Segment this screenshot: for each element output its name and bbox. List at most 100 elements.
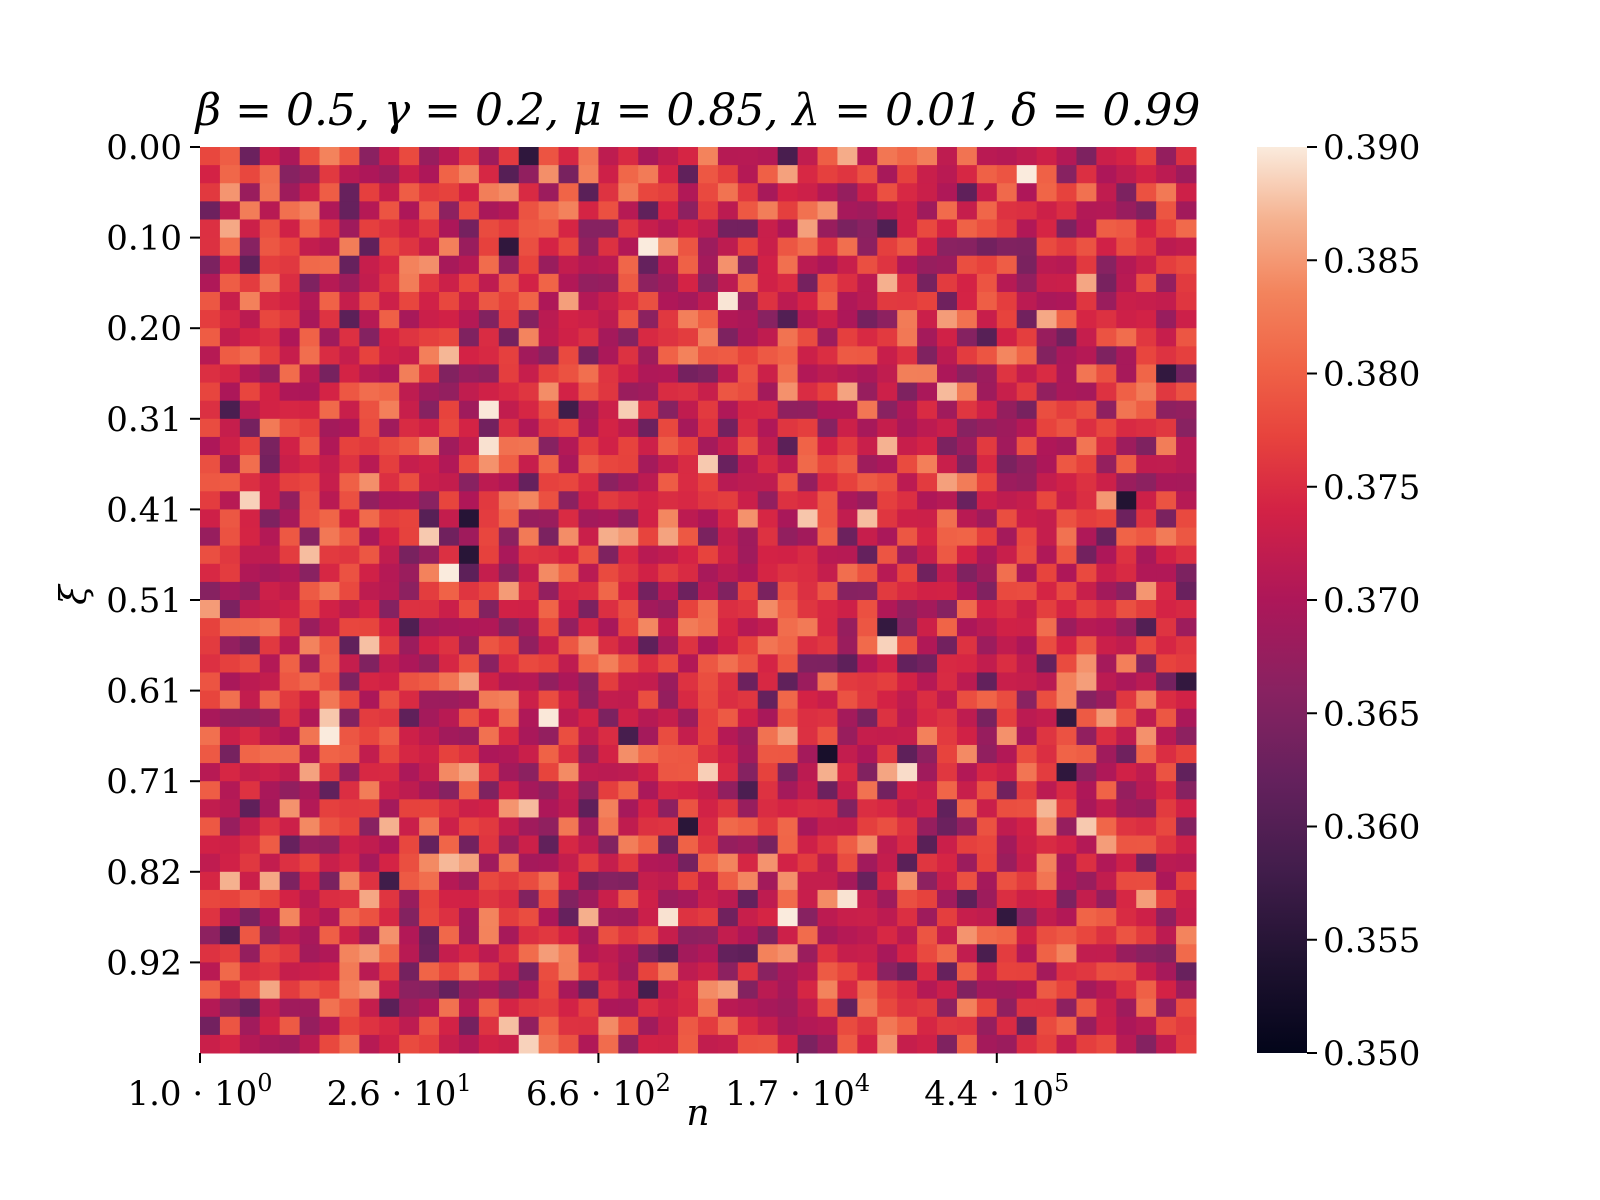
heatmap-cell <box>698 600 719 619</box>
heatmap-cell <box>837 600 858 619</box>
heatmap-cell <box>678 781 699 800</box>
heatmap-cell <box>797 165 819 184</box>
heatmap-cell <box>219 255 241 275</box>
heatmap-cell <box>698 944 719 963</box>
heatmap-cell <box>837 672 858 692</box>
heatmap-cell <box>399 346 420 365</box>
heatmap-cell <box>996 853 1018 873</box>
heatmap-cell <box>976 563 998 583</box>
heatmap-cell <box>219 291 241 311</box>
chart-title: β = 0.5, γ = 0.2, μ = 0.85, λ = 0.01, δ … <box>194 85 1201 136</box>
heatmap-cell <box>399 889 420 909</box>
heatmap-cell <box>239 708 261 728</box>
heatmap-cell <box>478 636 500 655</box>
heatmap-cell <box>1116 817 1137 837</box>
heatmap-cell <box>279 147 301 166</box>
heatmap-cell <box>1016 400 1038 420</box>
heatmap-cell <box>518 291 540 311</box>
heatmap-cell <box>837 744 858 764</box>
heatmap-cell <box>399 273 420 293</box>
heatmap-cell <box>658 165 679 184</box>
heatmap-cell <box>698 382 719 402</box>
heatmap-cell <box>1036 382 1058 402</box>
heatmap-cell <box>1096 563 1117 583</box>
heatmap-cell <box>976 654 998 673</box>
heatmap-cell <box>598 273 619 293</box>
heatmap-cell <box>956 636 978 655</box>
heatmap-cell <box>857 328 878 347</box>
heatmap-cell <box>558 563 579 583</box>
heatmap-cell <box>299 310 321 329</box>
heatmap-cell <box>259 183 281 202</box>
heatmap-cell <box>538 436 560 456</box>
heatmap-cell <box>996 382 1018 402</box>
heatmap-cell <box>737 418 759 438</box>
heatmap-cell <box>976 871 998 891</box>
heatmap-cell <box>737 237 759 257</box>
heatmap-cell <box>419 763 440 782</box>
heatmap-cell <box>598 418 619 438</box>
heatmap-cell <box>1156 310 1177 329</box>
heatmap-cell <box>239 201 261 220</box>
heatmap-cell <box>717 310 739 329</box>
heatmap-cell <box>857 871 878 891</box>
heatmap-cell <box>618 980 639 1000</box>
heatmap-cell <box>1056 165 1077 184</box>
heatmap-cell <box>737 436 759 456</box>
heatmap-cell <box>259 436 281 456</box>
heatmap-cell <box>200 600 221 619</box>
heatmap-cell <box>518 835 540 855</box>
heatmap-cell <box>1096 871 1117 891</box>
heatmap-cell <box>200 237 221 257</box>
heatmap-cell <box>777 545 799 565</box>
heatmap-cell <box>837 781 858 800</box>
heatmap-cell <box>498 835 520 855</box>
heatmap-cell <box>538 708 560 728</box>
heatmap-cell <box>777 799 799 818</box>
heatmap-cell <box>458 436 480 456</box>
heatmap-cell <box>797 491 819 510</box>
heatmap-cell <box>1056 273 1077 293</box>
heatmap-cell <box>658 255 679 275</box>
heatmap-cell <box>976 799 998 818</box>
heatmap-cell <box>339 310 360 329</box>
heatmap-cell <box>897 1034 918 1054</box>
heatmap-cell <box>538 491 560 510</box>
heatmap-cell <box>458 636 480 655</box>
heatmap-cell <box>897 853 918 873</box>
heatmap-cell <box>717 1016 739 1036</box>
heatmap-cell <box>638 708 659 728</box>
heatmap-cell <box>518 672 540 692</box>
heatmap-cell <box>737 364 759 384</box>
heatmap-cell <box>359 618 380 637</box>
heatmap-cell <box>299 273 321 293</box>
heatmap-cell <box>737 926 759 945</box>
heatmap-cell <box>757 781 779 800</box>
heatmap-cell <box>638 382 659 402</box>
heatmap-cell <box>518 744 540 764</box>
heatmap-cell <box>877 654 898 673</box>
heatmap-cell <box>419 255 440 275</box>
heatmap-cell <box>439 708 460 728</box>
heatmap-cell <box>737 255 759 275</box>
heatmap-cell <box>937 491 958 510</box>
heatmap-cell <box>877 672 898 692</box>
heatmap-cell <box>339 763 360 782</box>
heatmap-cell <box>837 1016 858 1036</box>
heatmap-cell <box>558 400 579 420</box>
heatmap-cell <box>1056 763 1077 782</box>
heatmap-cell <box>1156 1016 1177 1036</box>
heatmap-cell <box>698 672 719 692</box>
heatmap-cell <box>638 1016 659 1036</box>
heatmap-cell <box>439 201 460 220</box>
heatmap-cell <box>698 690 719 710</box>
heatmap-cell <box>1116 455 1137 474</box>
heatmap-cell <box>259 962 281 982</box>
heatmap-cell <box>1036 708 1058 728</box>
heatmap-cell <box>598 944 619 963</box>
heatmap-cell <box>618 908 639 927</box>
heatmap-cell <box>239 581 261 601</box>
heatmap-cell <box>618 962 639 982</box>
heatmap-cell <box>458 237 480 257</box>
heatmap-cell <box>1136 328 1157 347</box>
